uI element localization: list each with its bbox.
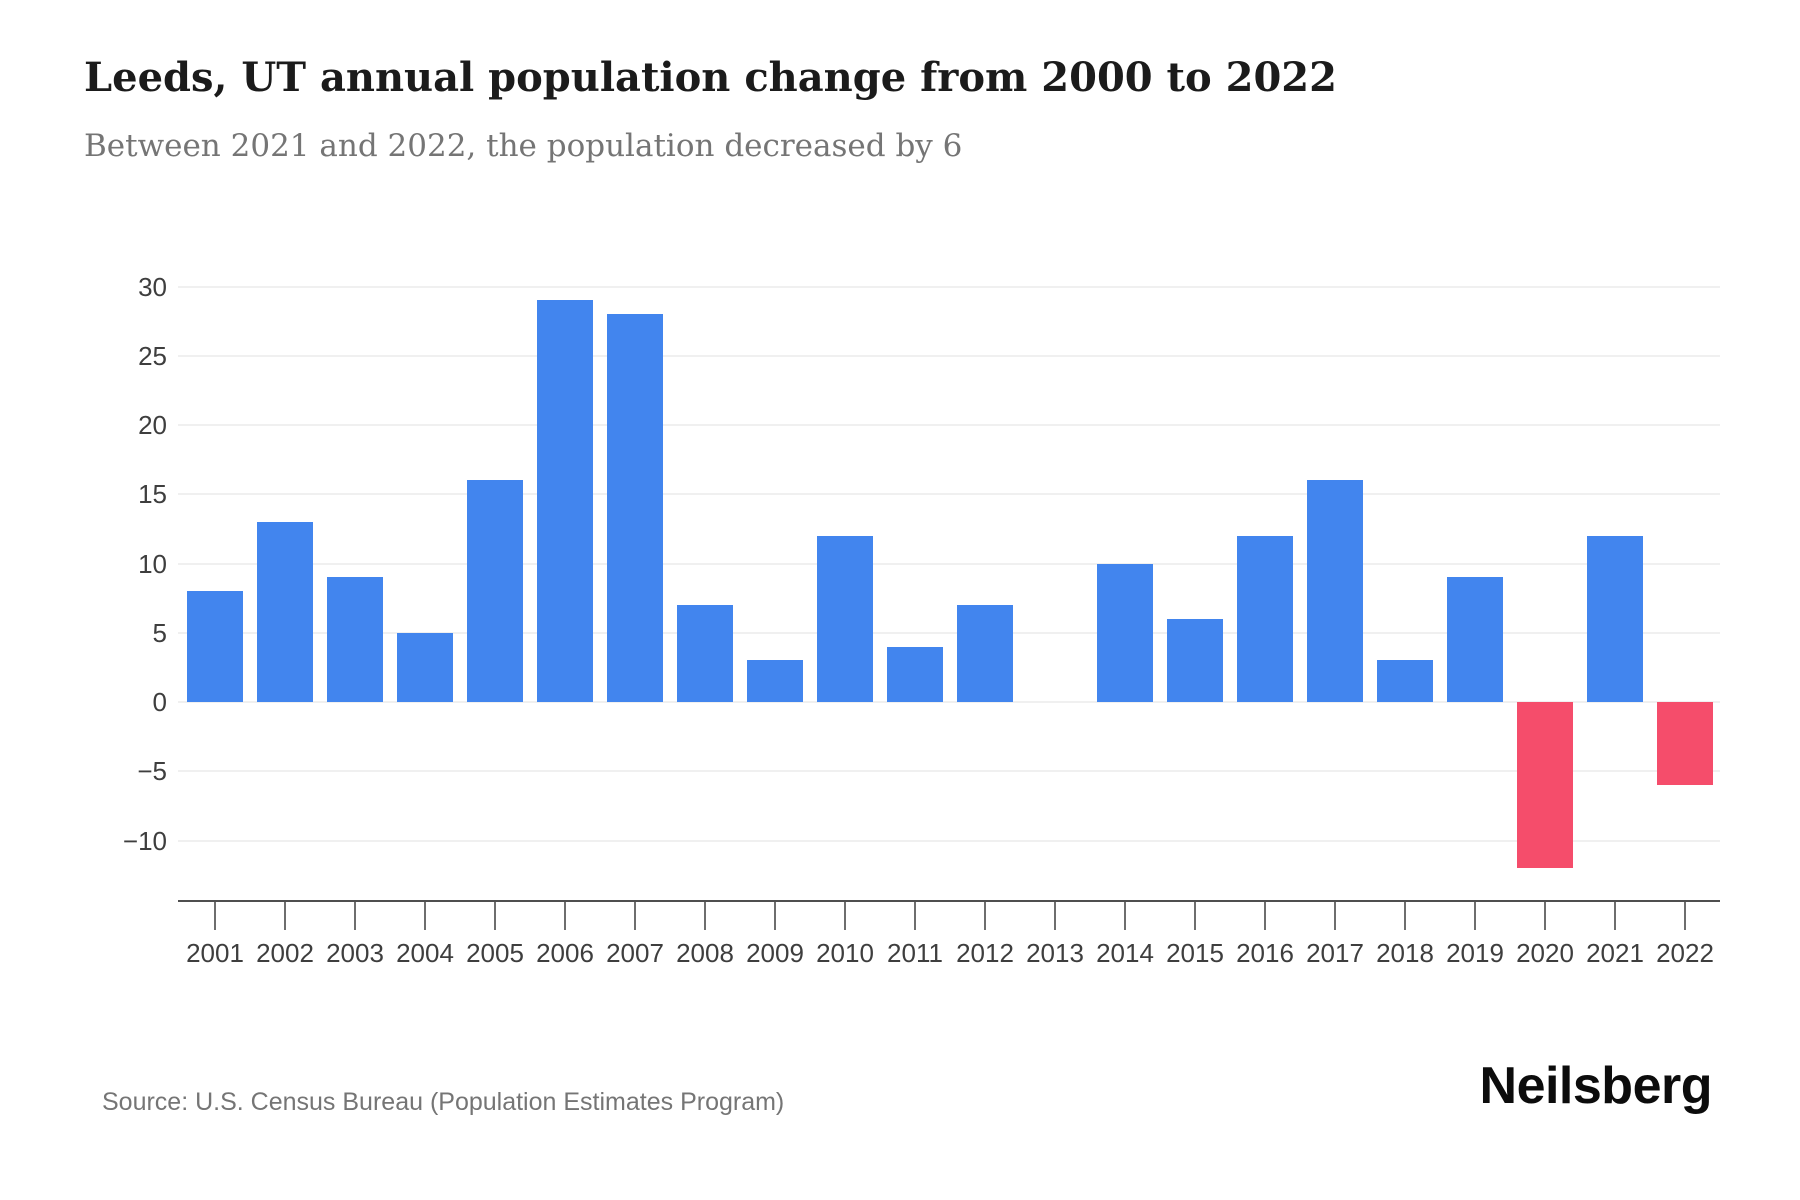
gridline-y--10	[178, 839, 1720, 842]
x-axis-tick-2007	[634, 902, 636, 930]
x-axis-tick-2001	[214, 902, 216, 930]
x-axis-tick-2022	[1684, 902, 1686, 930]
y-axis-label-10: 10	[138, 548, 167, 579]
x-axis-tick-2006	[564, 902, 566, 930]
x-axis-label-2013: 2013	[1026, 938, 1084, 968]
x-axis-label-2015: 2015	[1166, 938, 1224, 968]
chart-subtitle: Between 2021 and 2022, the population de…	[84, 128, 963, 164]
bar-2001[interactable]	[187, 591, 243, 702]
x-axis-label-2001: 2001	[186, 938, 244, 968]
gridline-y-15	[178, 493, 1720, 496]
bar-2008[interactable]	[677, 605, 733, 702]
x-axis-tick-2009	[774, 902, 776, 930]
x-axis-label-2021: 2021	[1586, 938, 1644, 968]
x-axis-tick-2015	[1194, 902, 1196, 930]
x-axis-tick-2013	[1054, 902, 1056, 930]
gridline-y-0	[178, 701, 1720, 703]
x-axis-tick-2014	[1124, 902, 1126, 930]
bar-2022[interactable]	[1657, 702, 1713, 786]
x-axis-label-2022: 2022	[1656, 938, 1714, 968]
x-axis-label-2004: 2004	[396, 938, 454, 968]
source-note: Source: U.S. Census Bureau (Population E…	[102, 1088, 785, 1116]
x-axis-tick-2017	[1334, 902, 1336, 930]
bar-2018[interactable]	[1377, 660, 1433, 702]
y-axis-label-30: 30	[138, 271, 167, 302]
x-axis-label-2008: 2008	[676, 938, 734, 968]
bar-2020[interactable]	[1517, 702, 1573, 869]
y-axis-label-0: 0	[152, 687, 167, 717]
bar-2019[interactable]	[1447, 577, 1503, 702]
x-axis-label-2017: 2017	[1306, 938, 1364, 968]
bar-2003[interactable]	[327, 577, 383, 702]
y-axis-label-5: 5	[152, 617, 167, 648]
x-axis-label-2011: 2011	[887, 938, 943, 968]
bar-2021[interactable]	[1587, 535, 1643, 702]
y-axis-label--10: −10	[122, 825, 167, 856]
gridline-y--5	[178, 770, 1720, 773]
x-axis-tick-2021	[1614, 902, 1616, 930]
x-axis-label-2009: 2009	[746, 938, 804, 968]
bar-2004[interactable]	[397, 632, 453, 702]
y-axis-label--5: −5	[137, 756, 167, 787]
x-axis-tick-2019	[1474, 902, 1476, 930]
y-axis-label-20: 20	[138, 410, 167, 440]
x-axis-tick-2018	[1404, 902, 1406, 930]
x-axis-label-2010: 2010	[816, 938, 874, 968]
y-axis-label-15: 15	[138, 479, 167, 510]
x-axis-label-2012: 2012	[956, 938, 1014, 968]
bar-2007[interactable]	[607, 314, 663, 702]
gridline-y-10	[178, 562, 1720, 565]
bar-2011[interactable]	[887, 646, 943, 702]
x-axis-label-2019: 2019	[1446, 938, 1504, 968]
x-axis-label-2005: 2005	[466, 938, 524, 968]
gridline-y-20	[178, 424, 1720, 426]
x-axis-tick-2008	[704, 902, 706, 930]
gridline-y-5	[178, 631, 1720, 634]
bar-2015[interactable]	[1167, 618, 1223, 702]
bar-2016[interactable]	[1237, 535, 1293, 702]
x-axis-label-2016: 2016	[1236, 938, 1294, 968]
bar-2012[interactable]	[957, 605, 1013, 702]
bar-2006[interactable]	[537, 300, 593, 702]
x-axis-label-2020: 2020	[1516, 938, 1574, 968]
x-axis-label-2014: 2014	[1096, 938, 1154, 968]
x-axis-tick-2016	[1264, 902, 1266, 930]
gridline-y-25	[178, 354, 1720, 357]
bar-2005[interactable]	[467, 480, 523, 702]
x-axis-tick-2010	[844, 902, 846, 930]
x-axis-tick-2011	[914, 902, 916, 930]
x-axis-tick-2004	[424, 902, 426, 930]
bar-2009[interactable]	[747, 660, 803, 702]
x-axis-tick-2002	[284, 902, 286, 930]
bar-2002[interactable]	[257, 521, 313, 702]
x-axis-label-2006: 2006	[536, 938, 594, 968]
bar-2010[interactable]	[817, 535, 873, 702]
chart-title: Leeds, UT annual population change from …	[84, 54, 1337, 101]
brand-logo: Neilsberg	[1479, 1057, 1713, 1115]
x-axis-label-2018: 2018	[1376, 938, 1434, 968]
x-axis-label-2003: 2003	[326, 938, 384, 968]
x-axis-line	[178, 900, 1720, 902]
x-axis-tick-2020	[1544, 902, 1546, 930]
x-axis-tick-2012	[984, 902, 986, 930]
x-axis-tick-2005	[494, 902, 496, 930]
x-axis-label-2007: 2007	[606, 938, 664, 968]
bar-2017[interactable]	[1307, 480, 1363, 702]
y-axis-label-25: 25	[138, 340, 167, 371]
bar-2014[interactable]	[1097, 563, 1153, 702]
x-axis-label-2002: 2002	[256, 938, 314, 968]
x-axis-tick-2003	[354, 902, 356, 930]
gridline-y-30	[178, 285, 1720, 288]
